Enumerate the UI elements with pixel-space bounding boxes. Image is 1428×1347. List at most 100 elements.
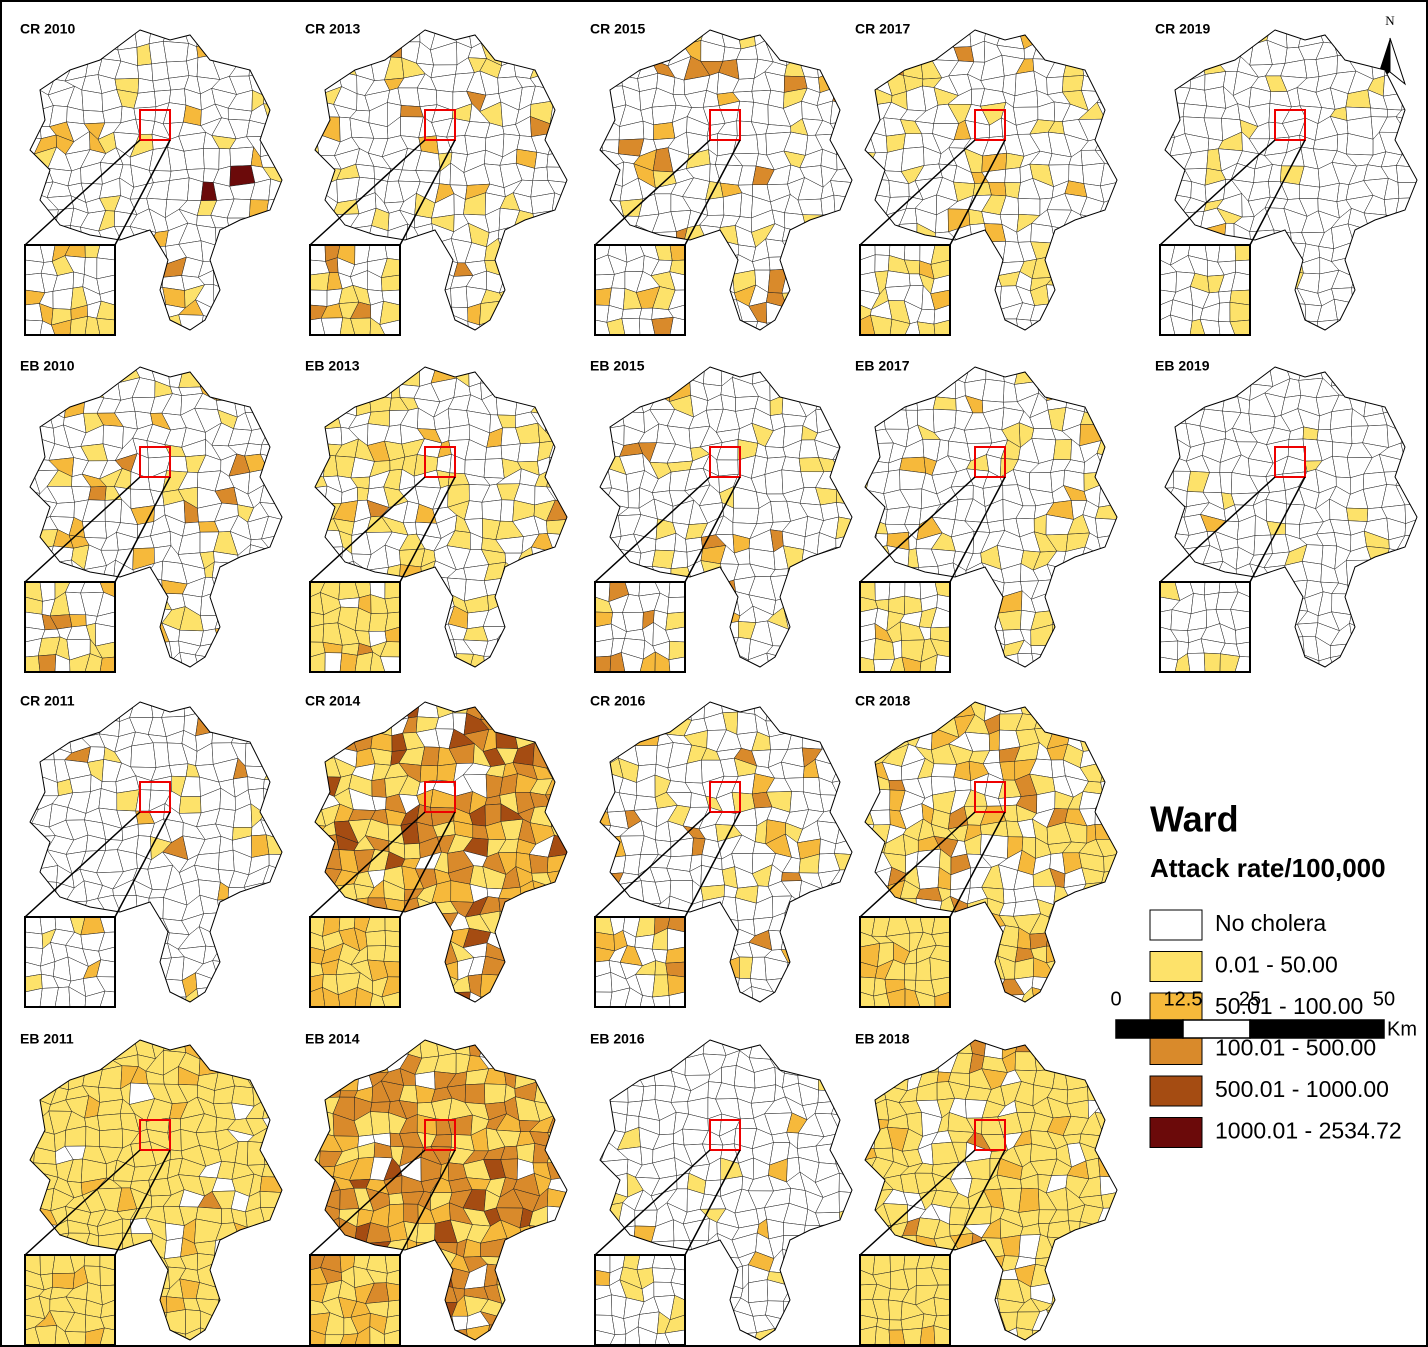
map-outline — [29, 701, 283, 1003]
ward — [814, 30, 836, 51]
ward — [120, 290, 137, 307]
ward — [69, 653, 91, 672]
ward — [1273, 581, 1285, 600]
ward — [865, 44, 872, 61]
ward — [865, 547, 878, 571]
ward — [600, 44, 610, 63]
ward — [1236, 641, 1250, 658]
ward — [96, 257, 115, 280]
ward — [865, 212, 874, 230]
ward — [1095, 580, 1117, 597]
ward — [600, 207, 605, 229]
ward — [1183, 377, 1203, 403]
inset — [24, 244, 116, 336]
ward — [1379, 380, 1396, 400]
ward — [653, 122, 676, 140]
ward — [371, 778, 387, 798]
ward — [265, 713, 282, 738]
ward — [436, 454, 452, 474]
ward — [1271, 241, 1293, 264]
map-panel — [309, 701, 568, 1008]
ward — [244, 960, 272, 982]
ward — [1165, 73, 1172, 92]
ward — [233, 377, 247, 401]
ward — [528, 30, 551, 45]
ward — [1101, 610, 1117, 630]
ward — [30, 408, 37, 429]
ward — [871, 214, 888, 233]
ward — [1095, 212, 1117, 229]
ward — [1249, 659, 1272, 667]
ward — [832, 609, 852, 627]
ward — [51, 319, 72, 335]
ward — [786, 702, 804, 722]
ward — [1100, 424, 1117, 444]
ward — [99, 917, 115, 933]
ward — [315, 102, 327, 122]
ward — [600, 60, 608, 77]
ward — [120, 944, 135, 964]
ward — [116, 258, 139, 276]
ward — [229, 562, 249, 582]
ward — [384, 930, 400, 948]
ward — [687, 992, 705, 1002]
ward — [30, 728, 43, 749]
ward — [259, 211, 282, 230]
ward — [548, 30, 567, 46]
ward — [874, 245, 891, 256]
ward — [1265, 269, 1288, 290]
ward — [315, 848, 318, 871]
ward — [865, 412, 874, 432]
ward — [865, 442, 871, 461]
ward — [865, 869, 878, 887]
ward — [703, 259, 724, 275]
ward — [1096, 243, 1117, 264]
ward — [966, 287, 991, 307]
ward — [318, 224, 337, 241]
ward — [115, 607, 138, 631]
ward — [783, 594, 802, 608]
ward — [971, 636, 990, 657]
ward — [315, 899, 321, 916]
ward — [1329, 425, 1353, 444]
ward — [30, 793, 39, 810]
ward — [435, 653, 458, 667]
ward — [704, 239, 722, 262]
ward — [1051, 607, 1065, 625]
ward — [1385, 214, 1398, 234]
zoom-line — [1249, 139, 1306, 246]
wards — [310, 245, 400, 335]
ward — [652, 974, 670, 998]
wards — [310, 582, 400, 672]
ward — [99, 990, 115, 1007]
ward — [1351, 367, 1369, 381]
ward — [1083, 315, 1104, 330]
ward — [30, 194, 40, 214]
ward — [244, 275, 270, 295]
ward — [548, 610, 567, 632]
ward — [781, 227, 808, 242]
ward — [530, 392, 557, 416]
ward — [30, 437, 38, 460]
ward — [747, 652, 771, 667]
ward — [504, 552, 523, 570]
inset-frame — [309, 244, 401, 336]
ward — [787, 575, 802, 598]
ward — [834, 915, 852, 932]
ward — [383, 945, 400, 963]
ward — [600, 773, 610, 794]
ward — [687, 925, 711, 952]
ward — [1096, 393, 1117, 416]
ward — [1354, 255, 1371, 278]
ward — [930, 638, 950, 658]
ward — [691, 594, 710, 610]
ward — [399, 268, 425, 295]
ward — [405, 641, 424, 661]
ward — [398, 367, 420, 387]
ward — [765, 702, 793, 722]
ward — [403, 940, 424, 962]
ward — [332, 898, 358, 919]
map-panel — [24, 29, 283, 336]
ward — [1181, 229, 1207, 241]
ward — [799, 298, 825, 325]
